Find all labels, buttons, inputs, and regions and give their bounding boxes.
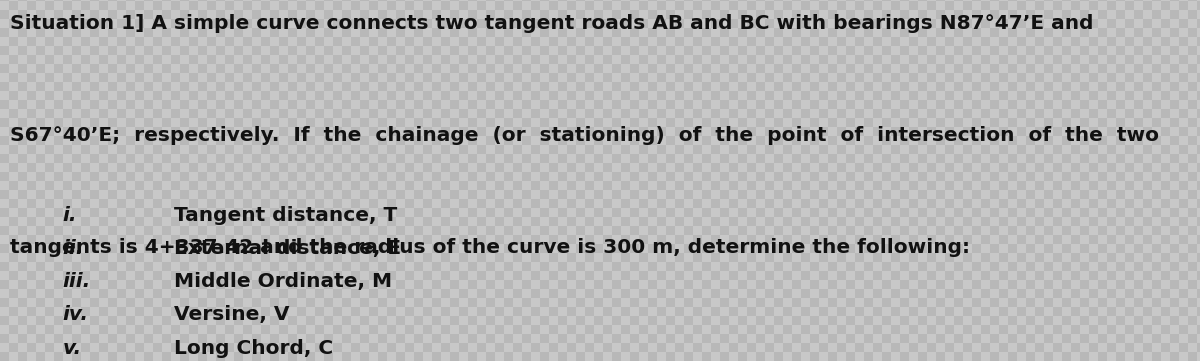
Text: Long Chord, C: Long Chord, C <box>174 339 334 358</box>
Text: iii.: iii. <box>62 272 91 291</box>
Text: Tangent distance, T: Tangent distance, T <box>174 206 397 225</box>
Text: tangents is 4+337.42 and the radius of the curve is 300 m, determine the followi: tangents is 4+337.42 and the radius of t… <box>10 238 970 257</box>
Text: Situation 1] A simple curve connects two tangent roads AB and BC with bearings N: Situation 1] A simple curve connects two… <box>10 14 1093 34</box>
Text: External distance, E: External distance, E <box>174 239 401 258</box>
Text: S67°40’E;  respectively.  If  the  chainage  (or  stationing)  of  the  point  o: S67°40’E; respectively. If the chainage … <box>10 126 1159 145</box>
Text: i.: i. <box>62 206 77 225</box>
Text: v.: v. <box>62 339 82 358</box>
Text: iv.: iv. <box>62 305 89 325</box>
Text: Versine, V: Versine, V <box>174 305 289 325</box>
Text: Middle Ordinate, M: Middle Ordinate, M <box>174 272 392 291</box>
Text: ii.: ii. <box>62 239 84 258</box>
